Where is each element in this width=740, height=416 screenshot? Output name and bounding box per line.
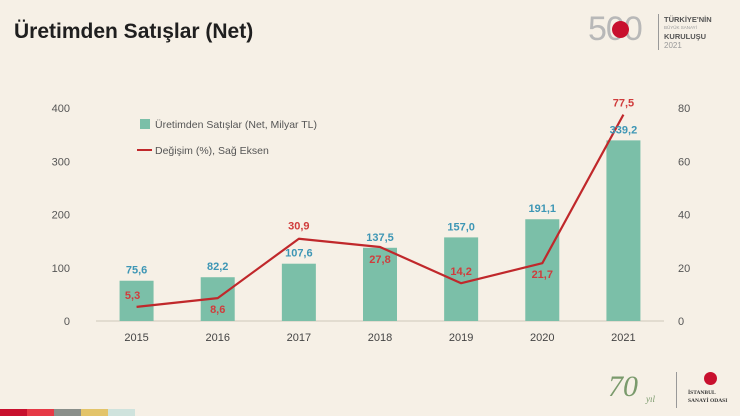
stripe-segment — [81, 409, 108, 416]
logo-divider — [658, 14, 659, 50]
line-data-label: 77,5 — [613, 98, 634, 110]
bar-data-label: 82,2 — [207, 261, 228, 273]
x-tick-label: 2021 — [611, 332, 635, 344]
bar-data-label: 191,1 — [529, 203, 557, 215]
gear-icon — [704, 372, 717, 385]
y-left-tick-label: 200 — [52, 210, 70, 222]
bar-data-label: 137,5 — [366, 232, 394, 244]
y-right-tick-label: 40 — [678, 210, 690, 222]
bar — [281, 263, 316, 321]
legend-line-label: Değişim (%), Sağ Eksen — [155, 145, 269, 157]
line-data-label: 14,2 — [450, 266, 471, 278]
iso-70-logo: 70 yıl İSTANBUL SANAYİ ODASI — [606, 368, 734, 412]
line-data-label: 30,9 — [288, 221, 309, 233]
y-left-tick-label: 400 — [52, 103, 70, 115]
y-right-tick-label: 20 — [678, 263, 690, 275]
logo-500-line2: BÜYÜK SANAYİ — [664, 25, 697, 30]
line-data-label: 8,6 — [210, 304, 225, 316]
bar-data-label: 157,0 — [447, 221, 475, 233]
x-tick-label: 2017 — [287, 332, 311, 344]
stripe-segment — [0, 409, 27, 416]
series-line — [136, 114, 625, 308]
y-left-tick-label: 300 — [52, 156, 70, 168]
y-left-tick-label: 0 — [64, 316, 70, 328]
bar-data-label: 339,2 — [610, 124, 638, 136]
logo-500-line3: KURULUŞU — [664, 32, 707, 41]
turkiye-500-logo: 500 TÜRKİYE'NİN BÜYÜK SANAYİ KURULUŞU 20… — [588, 8, 733, 54]
line-data-label: 5,3 — [125, 290, 140, 302]
y-right-tick-label: 80 — [678, 103, 690, 115]
logo-70-script: yıl — [646, 394, 655, 404]
bar — [606, 140, 641, 321]
stripe-segment — [108, 409, 135, 416]
bottom-color-stripe — [0, 409, 135, 416]
line-data-label: 27,8 — [369, 254, 390, 266]
stripe-segment — [54, 409, 81, 416]
y-left-tick-label: 100 — [52, 263, 70, 275]
x-tick-label: 2016 — [205, 332, 229, 344]
logo-500-line1: TÜRKİYE'NİN — [664, 15, 712, 24]
bar-data-label: 75,6 — [126, 265, 147, 277]
logo-70-line2: SANAYİ ODASI — [688, 398, 728, 404]
logo-70-number: 70 — [608, 370, 638, 403]
stripe-segment — [27, 409, 54, 416]
x-tick-label: 2020 — [530, 332, 554, 344]
y-right-tick-label: 60 — [678, 156, 690, 168]
logo-500-year: 2021 — [664, 41, 682, 50]
logo-divider — [676, 372, 677, 408]
bar — [119, 280, 154, 321]
y-right-tick-label: 0 — [678, 316, 684, 328]
x-tick-label: 2019 — [449, 332, 473, 344]
logo-70-line1: İSTANBUL — [688, 390, 716, 396]
page-title: Üretimden Satışlar (Net) — [14, 20, 254, 43]
bar-data-label: 107,6 — [285, 248, 313, 260]
line-data-label: 21,7 — [532, 269, 553, 281]
legend-bar-swatch — [140, 119, 150, 129]
gear-icon — [612, 21, 629, 38]
x-tick-label: 2018 — [368, 332, 392, 344]
x-tick-label: 2015 — [124, 332, 148, 344]
bar — [363, 247, 397, 321]
bar — [525, 219, 560, 321]
legend-bar-label: Üretimden Satışlar (Net, Milyar TL) — [155, 119, 317, 131]
